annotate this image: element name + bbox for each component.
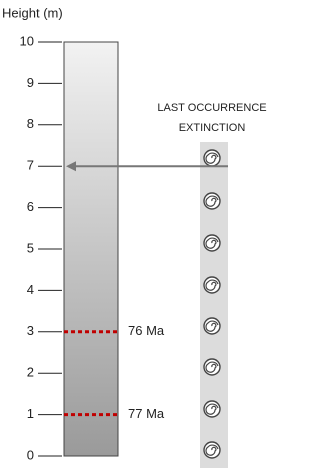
y-tick-label: 0 — [27, 447, 34, 462]
y-tick-label: 2 — [27, 365, 34, 380]
y-tick-label: 4 — [27, 282, 34, 297]
rock-column — [64, 42, 118, 456]
annotation-text: EXTINCTION — [179, 122, 246, 134]
y-tick-label: 3 — [27, 323, 34, 338]
y-tick-label: 8 — [27, 116, 34, 131]
y-tick-label: 5 — [27, 240, 34, 255]
y-tick-label: 9 — [27, 75, 34, 90]
y-tick-label: 1 — [27, 406, 34, 421]
age-label: 76 Ma — [128, 323, 165, 338]
axis-label: Height (m) — [2, 5, 63, 20]
y-tick-label: 6 — [27, 199, 34, 214]
fossil-strip — [200, 142, 228, 468]
annotation-text: LAST OCCURRENCE — [157, 102, 266, 114]
stratigraphic-diagram: Height (m) 0 1 2 3 4 5 6 7 8 9 10 76 Ma 77 Ma LAST OC… — [0, 0, 279, 468]
y-tick-label: 10 — [20, 33, 34, 48]
y-tick-label: 7 — [27, 158, 34, 173]
age-label: 77 Ma — [128, 406, 165, 421]
